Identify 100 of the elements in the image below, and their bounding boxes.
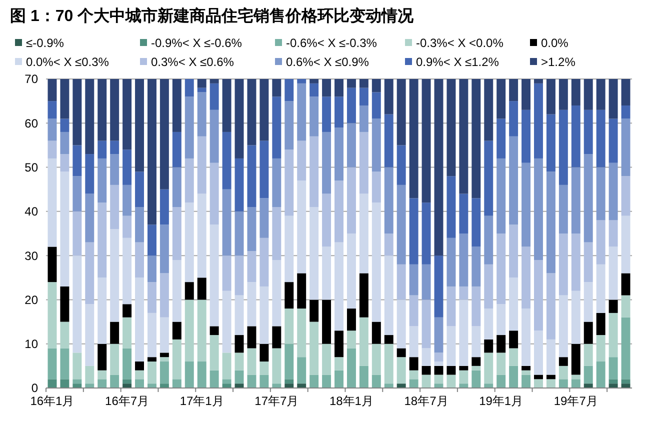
bar	[72, 352, 82, 380]
bar	[496, 374, 506, 388]
bar	[422, 374, 431, 388]
bar	[384, 335, 394, 344]
bar	[584, 79, 593, 110]
bar	[496, 304, 506, 336]
bar	[409, 370, 418, 380]
bar	[409, 79, 418, 198]
bar	[608, 246, 618, 300]
bar	[472, 370, 481, 388]
bar	[384, 79, 394, 114]
bar	[596, 312, 606, 336]
bar	[571, 379, 580, 388]
bar	[496, 79, 506, 119]
bar	[85, 79, 94, 154]
x-tick-label: 18年7月	[404, 394, 448, 408]
bar	[446, 326, 456, 366]
bar	[434, 374, 444, 384]
bar	[522, 110, 531, 163]
bar	[147, 312, 156, 358]
bar	[322, 132, 332, 194]
bar	[509, 79, 518, 102]
bar	[472, 366, 481, 370]
bar	[459, 286, 468, 300]
bar	[434, 317, 444, 353]
bar	[160, 224, 169, 274]
bar	[135, 379, 144, 388]
bar	[197, 300, 206, 362]
bar	[322, 300, 332, 344]
bar	[484, 384, 494, 388]
bar	[558, 184, 568, 234]
bar	[584, 282, 593, 322]
bar	[422, 264, 431, 300]
bar	[48, 118, 57, 141]
bar	[596, 167, 606, 220]
bar	[110, 184, 120, 230]
bar	[272, 326, 282, 348]
bar	[434, 79, 444, 256]
bar	[234, 352, 244, 370]
bar	[284, 308, 294, 344]
bar	[384, 384, 394, 388]
bar	[434, 256, 444, 318]
bar	[459, 234, 468, 286]
bar	[247, 79, 256, 146]
bar	[608, 379, 618, 384]
bar	[297, 273, 306, 309]
legend-label: -0.3%< X <0.0%	[416, 36, 504, 50]
legend-label: 0.0%	[541, 36, 569, 50]
bar	[396, 79, 406, 146]
bar	[135, 79, 144, 172]
bar	[310, 322, 319, 375]
legend-label: 0.6%< X ≤0.9%	[286, 55, 370, 69]
bar	[621, 216, 630, 274]
bar	[110, 154, 120, 185]
bar	[172, 132, 182, 168]
bar	[122, 384, 132, 388]
bar	[48, 348, 57, 380]
bar	[422, 366, 431, 375]
bar	[260, 374, 269, 388]
bar	[110, 79, 120, 141]
bar	[496, 234, 506, 304]
bar	[322, 194, 332, 247]
bar	[297, 83, 306, 141]
bar	[160, 384, 169, 388]
bar	[85, 366, 94, 384]
bar	[409, 264, 418, 296]
bar	[72, 145, 82, 176]
bar	[222, 352, 232, 380]
bar	[210, 79, 219, 84]
bar	[484, 339, 494, 353]
bar	[534, 379, 543, 388]
bar	[446, 176, 456, 238]
bar	[110, 140, 120, 154]
bar	[210, 162, 219, 225]
bar	[346, 330, 356, 348]
bar	[509, 330, 518, 348]
bar	[222, 384, 232, 388]
bar	[534, 158, 543, 260]
bar	[60, 79, 70, 119]
x-tick-label: 16年7月	[105, 394, 150, 408]
bar	[234, 256, 244, 296]
bar	[272, 207, 282, 260]
bar	[571, 105, 580, 168]
bar	[122, 79, 132, 150]
bar	[210, 110, 219, 163]
bar	[446, 366, 456, 375]
chart-title: 图 1：70 个大中城市新建商品住宅销售价格环比变动情况	[10, 6, 415, 25]
bar	[372, 118, 381, 172]
bar	[334, 128, 344, 181]
bar	[446, 374, 456, 388]
bar	[172, 207, 182, 260]
bar	[147, 224, 156, 256]
bar	[48, 282, 57, 348]
bar	[422, 348, 431, 366]
bar	[297, 180, 306, 274]
bar	[409, 326, 418, 358]
bar	[396, 348, 406, 358]
bar	[472, 246, 481, 286]
bar	[247, 207, 256, 252]
bar	[160, 352, 169, 358]
